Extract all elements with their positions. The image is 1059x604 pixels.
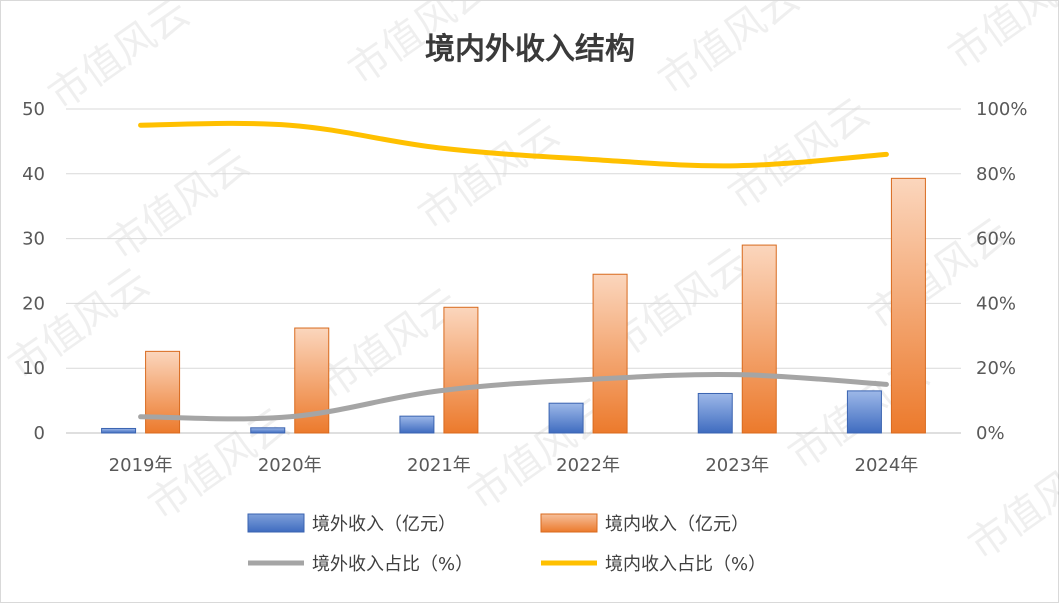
watermark-text: 市值风云 <box>40 1 197 119</box>
bar-overseas-revenue <box>548 402 584 434</box>
legend-swatch-bar <box>540 513 598 533</box>
legend-label: 境内收入（亿元） <box>605 514 749 535</box>
y-right-tick-label: 20% <box>976 358 1016 379</box>
legend-label: 境外收入（亿元） <box>312 514 456 535</box>
bar-domestic-revenue <box>443 306 479 434</box>
gridlines <box>66 108 961 434</box>
line-overseas-share <box>138 372 889 422</box>
y-left-tick-label: 50 <box>22 99 45 120</box>
legend-label: 境内收入占比（%） <box>605 554 766 575</box>
legend-swatch-bar <box>247 513 305 533</box>
bar-domestic-revenue <box>890 177 926 434</box>
x-tick-label: 2024年 <box>855 455 919 476</box>
bar-overseas-revenue <box>846 390 882 434</box>
y-right-tick-label: 60% <box>976 229 1016 250</box>
x-tick-label: 2019年 <box>109 455 173 476</box>
y-right-tick-label: 80% <box>976 164 1016 185</box>
y-left-tick-label: 30 <box>22 229 45 250</box>
y-right-tick-label: 40% <box>976 293 1016 314</box>
x-tick-label: 2023年 <box>705 455 769 476</box>
legend: 境外收入（亿元） 境内收入（亿元） 境外收入占比（%） 境内收入占比（%） <box>247 513 766 575</box>
watermark-text: 市值风云 <box>100 140 257 269</box>
watermark-text: 市值风云 <box>650 1 807 104</box>
y-left-tick-label: 10 <box>22 358 45 379</box>
y-left-tick-label: 40 <box>22 164 45 185</box>
bars <box>101 177 926 434</box>
bar-overseas-revenue <box>250 427 286 434</box>
watermark-text: 市值风云 <box>960 440 1059 569</box>
watermark-text: 市值风云 <box>940 1 1059 79</box>
x-tick-label: 2022年 <box>556 455 620 476</box>
bar-domestic-revenue <box>592 273 628 434</box>
bar-overseas-revenue <box>101 427 137 434</box>
watermark-text: 市值风云 <box>410 110 567 239</box>
bar-overseas-revenue <box>697 392 733 434</box>
bar-domestic-revenue <box>741 244 777 434</box>
x-tick-label: 2020年 <box>258 455 322 476</box>
lines <box>138 120 889 422</box>
axes: 0 10 20 30 40 50 0% 20% 40% 60% 80% 100% 2019年 2020年 2… <box>22 99 1027 476</box>
y-left-tick-label: 20 <box>22 293 45 314</box>
bar-domestic-revenue <box>145 350 181 434</box>
legend-label: 境外收入占比（%） <box>312 554 473 575</box>
chart-title: 境内外收入结构 <box>425 32 635 67</box>
x-tick-label: 2021年 <box>407 455 471 476</box>
y-left-tick-label: 0 <box>34 423 45 444</box>
line-domestic-share <box>138 120 889 169</box>
y-right-tick-label: 0% <box>976 423 1005 444</box>
bar-overseas-revenue <box>399 415 435 434</box>
y-right-tick-label: 100% <box>976 99 1027 120</box>
